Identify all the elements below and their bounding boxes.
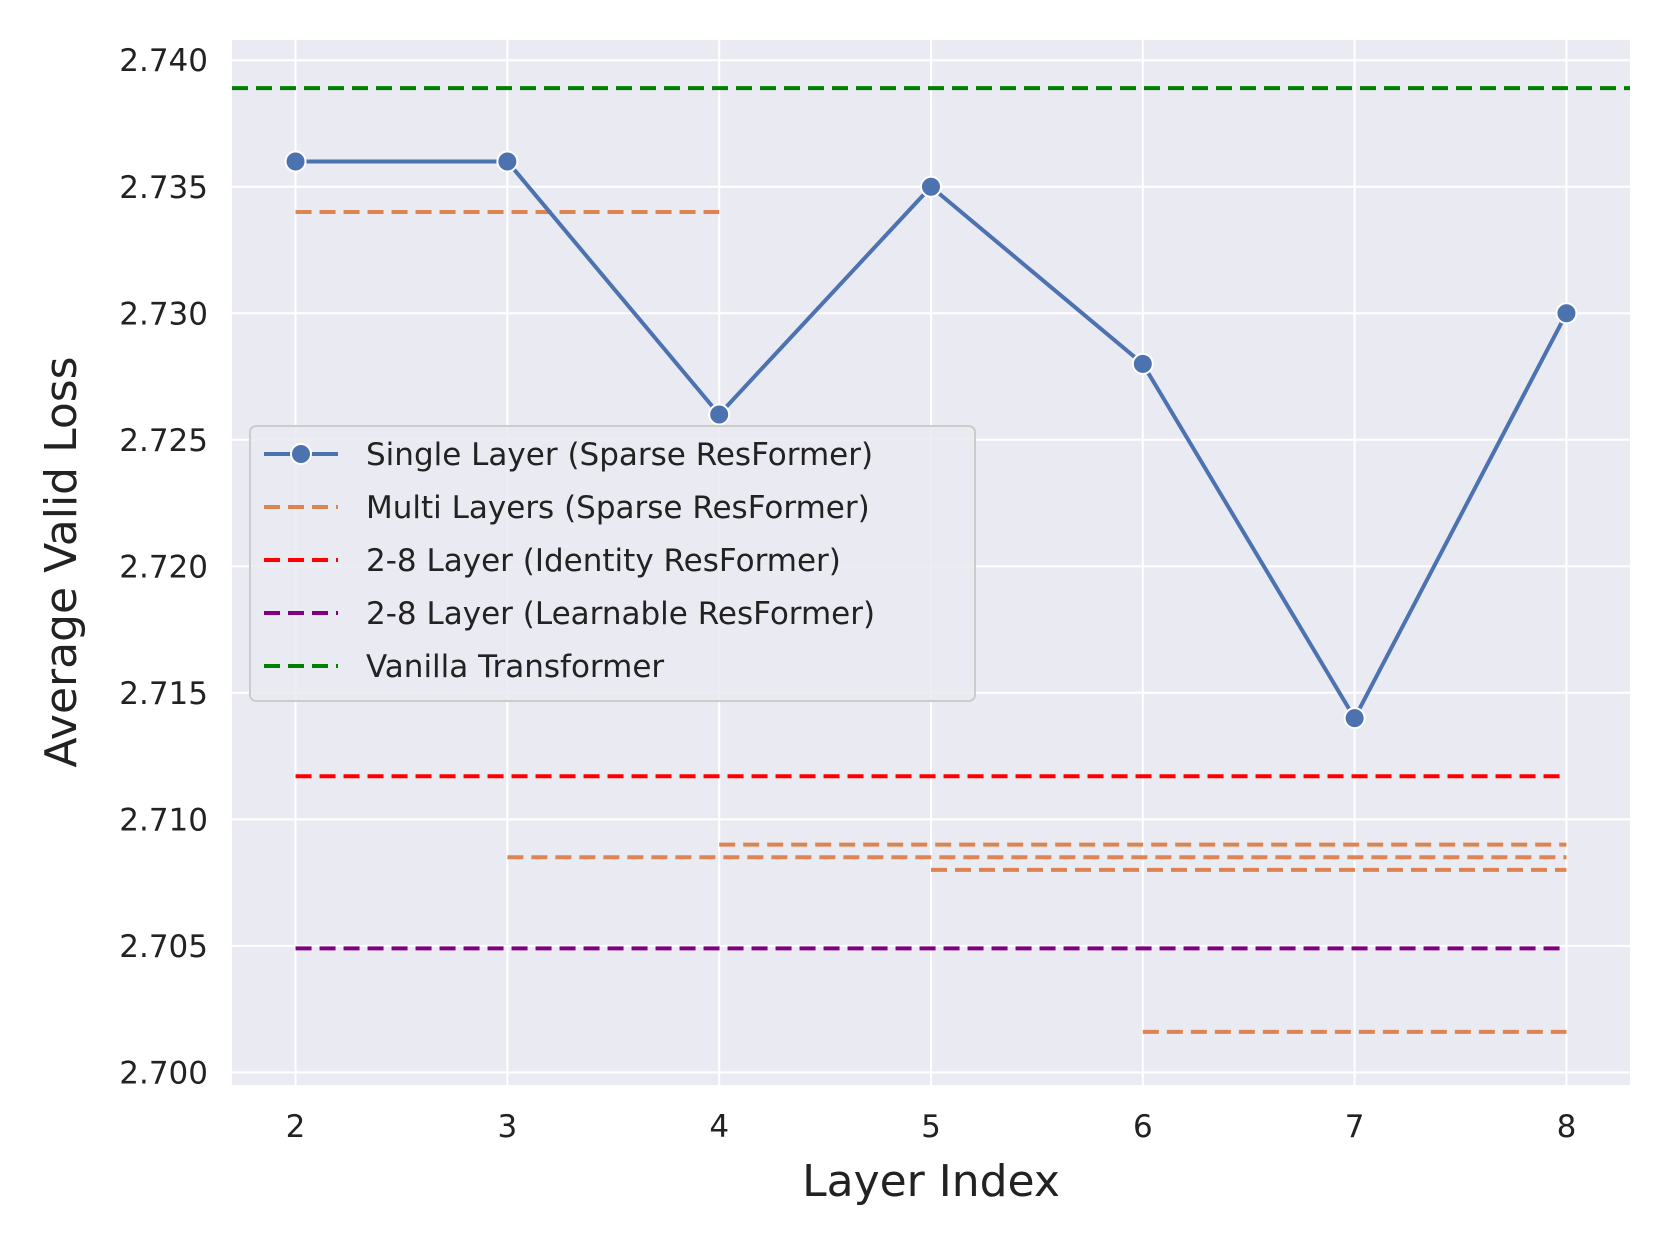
dashed-lines	[232, 86, 1630, 1034]
legend-label: 2-8 Layer (Learnable ResFormer)	[366, 596, 875, 632]
data-point	[496, 150, 519, 173]
legend-marker	[290, 443, 312, 465]
legend-label: 2-8 Layer (Identity ResFormer)	[366, 543, 841, 579]
legend-box	[249, 425, 976, 702]
y-tick-label: 2.730	[119, 296, 208, 332]
y-tick-label: 2.740	[119, 43, 208, 79]
data-point	[708, 403, 731, 426]
data-point	[1555, 302, 1578, 325]
legend: Single Layer (Sparse ResFormer) Multi Lay…	[249, 425, 976, 702]
main-series	[284, 150, 1578, 730]
y-axis-title: Average Valid Loss	[36, 356, 87, 767]
data-point	[1343, 707, 1366, 730]
x-tick-label: 7	[1345, 1109, 1365, 1145]
x-axis-title: Layer Index	[802, 1156, 1060, 1207]
y-tick-label: 2.700	[119, 1055, 208, 1091]
x-tick-label: 6	[1133, 1109, 1153, 1145]
data-point	[920, 175, 942, 198]
data-point	[1131, 352, 1154, 375]
y-tick-label: 2.710	[119, 802, 208, 838]
y-tick-label: 2.725	[119, 423, 208, 459]
x-tick-label: 4	[709, 1109, 729, 1145]
legend-label: Single Layer (Sparse ResFormer)	[366, 437, 873, 473]
x-tick-labels: 2 3 4 5 6 7 8	[286, 1109, 1577, 1145]
data-point	[284, 150, 307, 173]
x-tick-label: 5	[921, 1109, 941, 1145]
legend-label: Vanilla Transformer	[366, 649, 664, 685]
y-tick-label: 2.735	[119, 170, 208, 206]
y-tick-label: 2.715	[119, 676, 208, 712]
y-tick-labels: 2.700 2.705 2.710 2.715 2.720 2.725 2.730 2.735…	[119, 43, 208, 1091]
y-tick-label: 2.720	[119, 549, 208, 585]
y-tick-label: 2.705	[119, 929, 208, 965]
x-tick-label: 2	[286, 1109, 306, 1145]
x-tick-label: 3	[497, 1109, 517, 1145]
legend-label: Multi Layers (Sparse ResFormer)	[366, 490, 870, 526]
x-tick-label: 8	[1557, 1109, 1577, 1145]
